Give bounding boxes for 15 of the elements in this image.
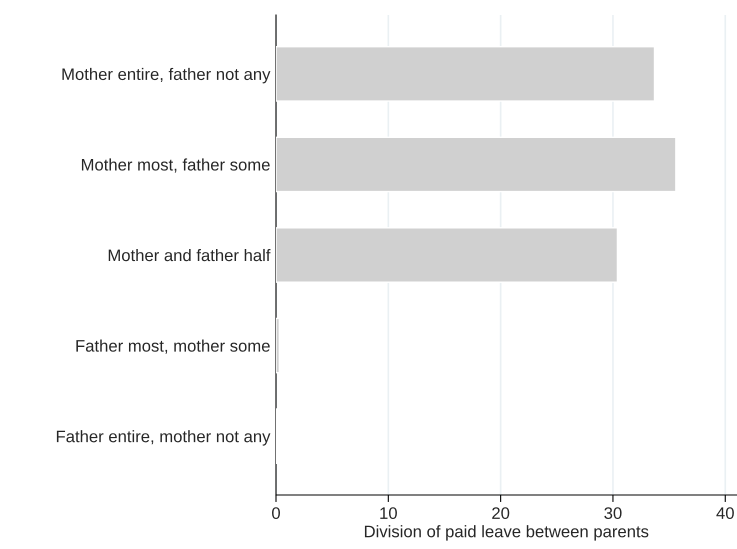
bar — [276, 227, 618, 283]
y-tick-label: Mother most, father some — [82, 158, 270, 173]
x-tick-label: 20 — [492, 507, 510, 520]
y-tick-label: Mother entire, father not any — [62, 68, 270, 84]
y-tick-label: Father entire, mother not any — [56, 430, 270, 446]
x-tick-label: 0 — [272, 507, 280, 520]
y-tick-label: Father most, mother some — [76, 340, 270, 354]
x-tick-label: 40 — [716, 507, 734, 520]
bar — [276, 46, 656, 102]
bar — [276, 136, 677, 192]
x-tick-label: 30 — [604, 507, 622, 520]
bar — [276, 318, 280, 374]
x-axis-title: Division of paid leave between parents — [364, 525, 648, 541]
x-tick-label: 10 — [380, 507, 397, 520]
y-tick-label: Mother and father half — [108, 248, 270, 262]
